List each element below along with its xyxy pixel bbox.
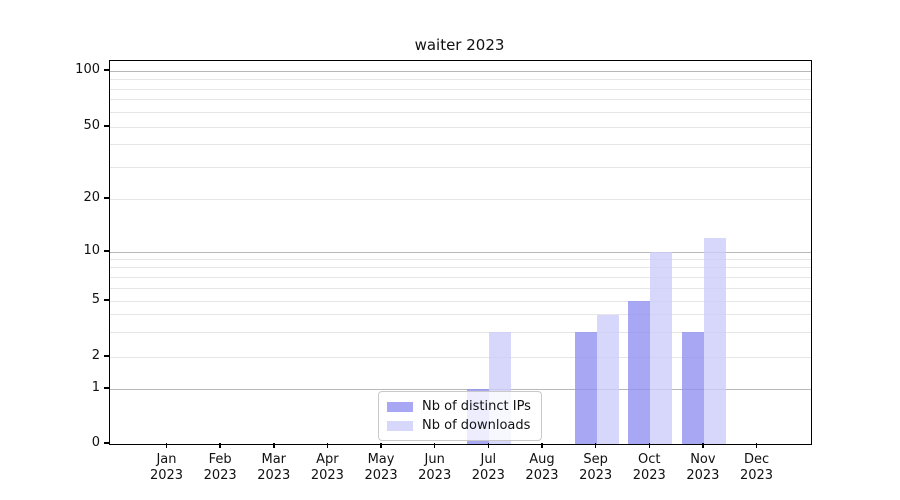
- y-gridline-minor-8: [110, 267, 811, 269]
- y-axis-tick-50: [104, 125, 109, 127]
- x-axis-year-apr: 2023: [310, 468, 344, 483]
- x-axis-month-aug: Aug: [529, 452, 555, 467]
- bar-downloads-nov: [703, 238, 726, 444]
- y-axis-tick-label-10: 10: [83, 243, 100, 258]
- x-axis-tick-label-oct: Oct 2023: [617, 452, 681, 484]
- legend-label-distinct-ips: Nb of distinct IPs: [422, 399, 531, 414]
- y-axis-tick-label-50: 50: [83, 118, 100, 133]
- x-axis-tick-label-dec: Dec 2023: [725, 452, 789, 484]
- x-axis-tick-label-feb: Feb 2023: [188, 452, 252, 484]
- chart-title: waiter 2023: [414, 36, 505, 54]
- legend-item-downloads: Nb of downloads: [387, 416, 531, 435]
- y-gridline-minor-90: [110, 79, 811, 80]
- y-gridline-minor-6: [110, 287, 811, 289]
- x-axis-tick-label-mar: Mar 2023: [242, 452, 306, 484]
- x-axis-tick-label-sep: Sep 2023: [564, 452, 628, 484]
- bar-downloads-sep: [596, 314, 619, 444]
- x-axis-tick-label-apr: Apr 2023: [295, 452, 359, 484]
- bar-distinct-ips-oct: [628, 301, 651, 444]
- x-axis-month-nov: Nov: [690, 452, 716, 467]
- x-axis-month-may: May: [367, 452, 395, 467]
- x-axis-month-apr: Apr: [316, 452, 339, 467]
- y-gridline-major-100: [110, 70, 811, 72]
- x-axis-tick-feb: [219, 443, 221, 448]
- y-axis-tick-label-1: 1: [91, 380, 100, 395]
- y-axis-tick-label-2: 2: [91, 348, 100, 363]
- y-gridline-minor-3: [110, 331, 811, 333]
- y-axis-tick-label-0: 0: [91, 435, 100, 450]
- x-axis-month-sep: Sep: [583, 452, 608, 467]
- x-axis-tick-label-nov: Nov 2023: [671, 452, 735, 484]
- x-axis-year-aug: 2023: [525, 468, 559, 483]
- x-axis-tick-may: [380, 443, 382, 448]
- legend-swatch-distinct-ips: [387, 401, 413, 412]
- y-axis-tick-1: [104, 387, 109, 389]
- legend: Nb of distinct IPs Nb of downloads: [378, 391, 542, 441]
- y-gridline-minor-70: [110, 99, 811, 101]
- x-axis-tick-jan: [165, 443, 168, 448]
- bar-distinct-ips-sep: [574, 332, 597, 444]
- y-gridline-minor-5: [110, 300, 811, 302]
- y-gridline-minor-30: [110, 166, 811, 168]
- y-axis-tick-0: [104, 442, 109, 444]
- x-axis-tick-label-jul: Jul 2023: [456, 452, 520, 484]
- x-axis-tick-mar: [273, 443, 275, 448]
- x-axis-year-sep: 2023: [579, 468, 613, 483]
- legend-item-distinct-ips: Nb of distinct IPs: [387, 397, 531, 416]
- x-axis-tick-oct: [648, 443, 650, 448]
- x-axis-month-feb: Feb: [208, 452, 232, 467]
- legend-label-downloads: Nb of downloads: [422, 418, 531, 433]
- x-axis-tick-label-aug: Aug 2023: [510, 452, 574, 484]
- x-axis-tick-sep: [594, 443, 597, 448]
- x-axis-tick-apr: [326, 443, 329, 448]
- plot-area: [109, 60, 812, 445]
- x-axis-tick-dec: [755, 443, 758, 448]
- y-axis-tick-20: [104, 197, 109, 199]
- y-gridline-major-10: [110, 251, 811, 253]
- x-axis-month-jan: Jan: [156, 452, 177, 467]
- x-axis-year-feb: 2023: [203, 468, 237, 483]
- bar-distinct-ips-nov: [681, 332, 704, 444]
- x-axis-month-mar: Mar: [261, 452, 287, 467]
- x-axis-tick-jun: [433, 443, 436, 448]
- y-gridline-major-1: [110, 388, 811, 390]
- y-gridline-minor-20: [110, 198, 811, 200]
- y-gridline-minor-4: [110, 314, 811, 316]
- x-axis-month-jul: Jul: [480, 452, 497, 467]
- y-axis-tick-label-5: 5: [91, 292, 100, 307]
- x-axis-tick-jul: [487, 443, 490, 448]
- y-gridline-minor-80: [110, 88, 811, 90]
- x-axis-tick-aug: [541, 443, 543, 448]
- x-axis-tick-label-jun: Jun 2023: [403, 452, 467, 484]
- y-axis-tick-100: [104, 69, 109, 71]
- x-axis-year-jul: 2023: [471, 468, 505, 483]
- x-axis-year-jun: 2023: [418, 468, 452, 483]
- y-gridline-minor-7: [110, 276, 811, 278]
- y-gridline-minor-40: [110, 144, 811, 146]
- x-axis-year-mar: 2023: [257, 468, 291, 483]
- y-gridline-minor-2: [110, 356, 811, 358]
- y-gridline-minor-9: [110, 258, 811, 260]
- x-axis-year-dec: 2023: [739, 468, 774, 483]
- y-gridline-minor-50: [110, 126, 811, 128]
- x-axis-year-oct: 2023: [632, 468, 666, 483]
- x-axis-year-may: 2023: [364, 468, 398, 483]
- bar-downloads-oct: [650, 252, 673, 444]
- x-axis-month-jun: Jun: [424, 452, 445, 467]
- y-axis-tick-5: [104, 299, 109, 301]
- y-gridline-minor-60: [110, 111, 811, 113]
- x-axis-year-jan: 2023: [149, 468, 184, 483]
- x-axis-month-dec: Dec: [743, 452, 770, 467]
- y-axis-tick-label-20: 20: [83, 190, 100, 205]
- x-axis-tick-nov: [702, 443, 704, 448]
- y-axis-tick-10: [104, 250, 109, 252]
- x-axis-month-oct: Oct: [638, 452, 661, 467]
- legend-swatch-downloads: [387, 420, 413, 431]
- y-axis-tick-2: [104, 355, 109, 357]
- x-axis-tick-label-may: May 2023: [349, 452, 413, 484]
- x-axis-tick-label-jan: Jan 2023: [135, 452, 199, 484]
- x-axis-year-nov: 2023: [686, 468, 720, 483]
- y-axis-tick-label-100: 100: [75, 62, 100, 77]
